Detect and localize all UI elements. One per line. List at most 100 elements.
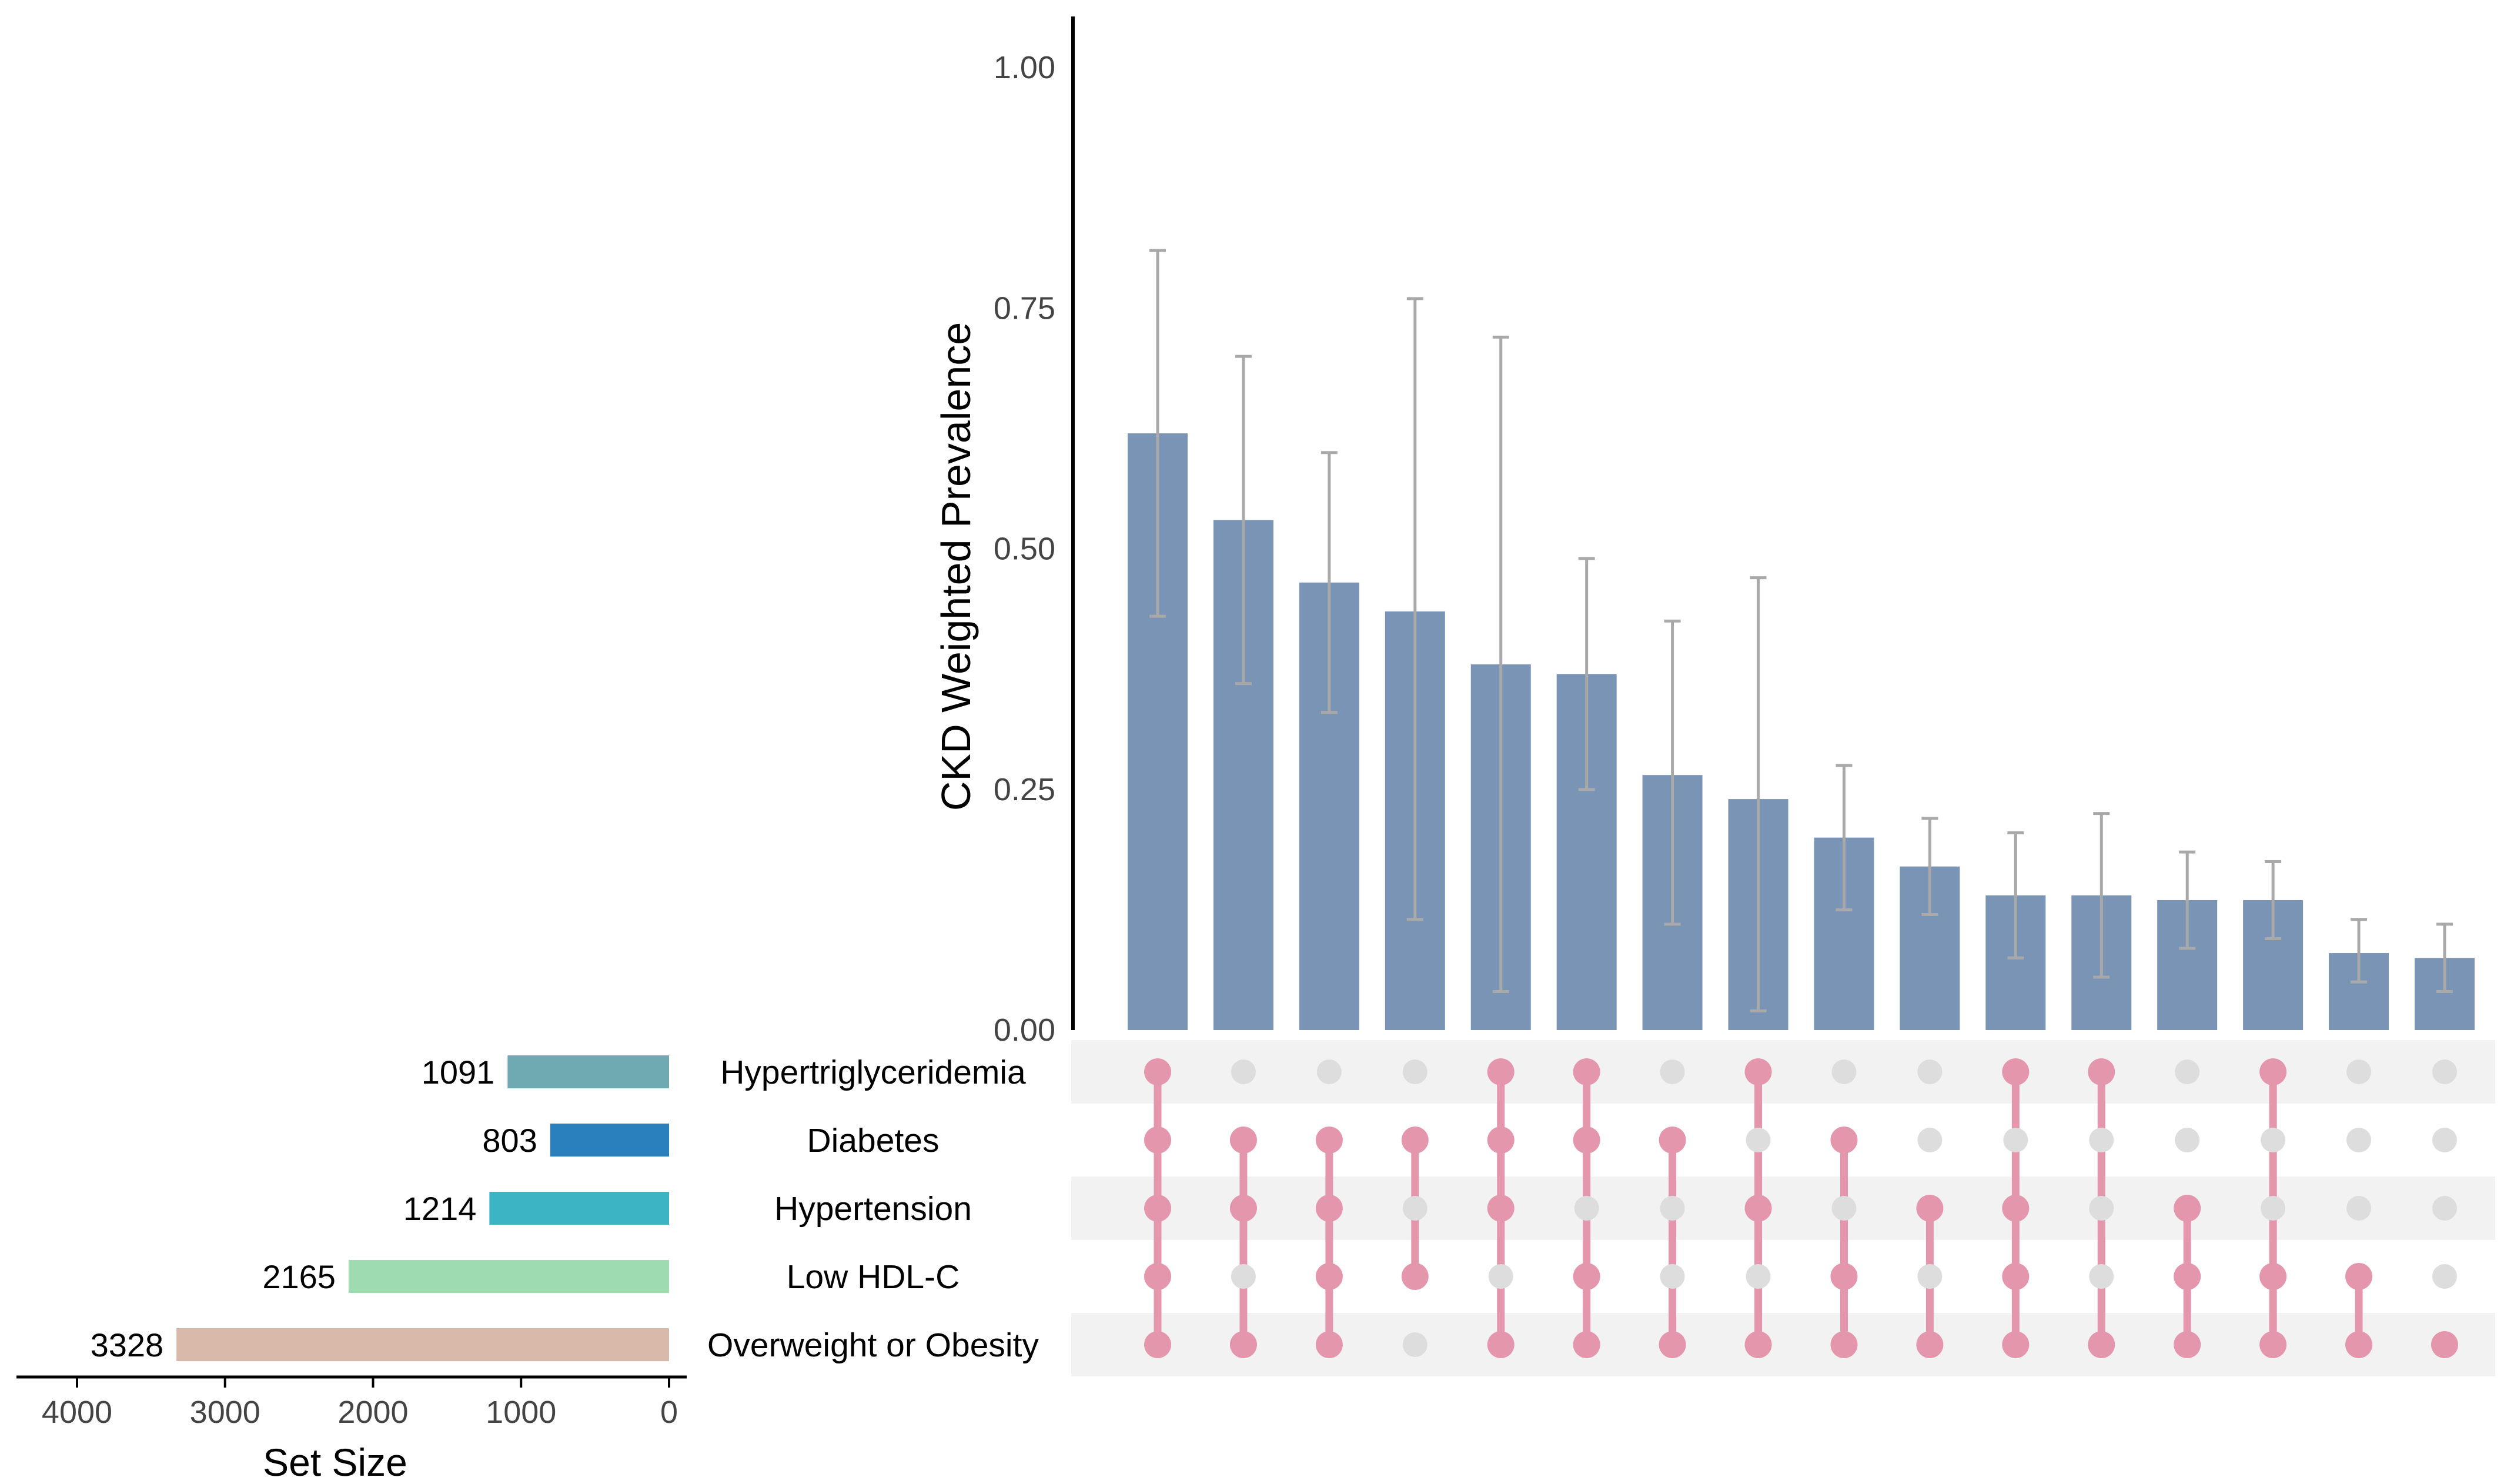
matrix-dot-active (1315, 1127, 1343, 1154)
matrix-dot-active (1659, 1331, 1686, 1358)
matrix-dot-active (2259, 1331, 2287, 1358)
matrix-dot-inactive (1231, 1264, 1256, 1289)
matrix-dot-active (1573, 1263, 1600, 1290)
matrix-dot-active (1487, 1127, 1515, 1154)
matrix-dot-inactive (1917, 1059, 1943, 1084)
set-size-tick-label: 2000 (337, 1395, 408, 1430)
set-size-bar (489, 1192, 669, 1225)
matrix-dot-inactive (1917, 1128, 1943, 1152)
matrix-dot-active (1144, 1195, 1171, 1222)
matrix-dot-active (1315, 1331, 1343, 1358)
matrix-dot-active (1229, 1127, 1257, 1154)
set-size-value: 1091 (422, 1054, 495, 1091)
matrix-dot-inactive (2432, 1264, 2457, 1289)
matrix-dot-inactive (1917, 1264, 1943, 1289)
set-size-value: 2165 (262, 1258, 336, 1295)
matrix-dot-inactive (1660, 1264, 1685, 1289)
matrix-dot-inactive (2261, 1128, 2286, 1152)
matrix-dot-active (1744, 1058, 1772, 1085)
matrix-dot-active (2002, 1263, 2030, 1290)
matrix-dot-inactive (2089, 1196, 2114, 1221)
y-tick-label: 0.25 (994, 772, 1055, 807)
matrix-dot-active (2088, 1331, 2115, 1358)
set-size-value: 1214 (403, 1190, 477, 1227)
matrix-dot-active (1916, 1331, 1944, 1358)
matrix-dot-active (2002, 1331, 2030, 1358)
matrix-dot-active (2002, 1058, 2030, 1085)
matrix-dot-inactive (2089, 1128, 2114, 1152)
set-label: Hypertension (774, 1190, 972, 1228)
set-size-bar (507, 1055, 669, 1088)
set-size-tick-label: 4000 (42, 1395, 112, 1430)
matrix-dot-active (1229, 1331, 1257, 1358)
set-size-tick-label: 1000 (486, 1395, 556, 1430)
matrix-dot-inactive (1574, 1196, 1599, 1221)
set-size-tick-label: 3000 (190, 1395, 260, 1430)
y-axis: 0.00 0.25 0.50 0.75 1.00 CKD Weighted Prevale… (933, 16, 1075, 1048)
set-label: Overweight or Obesity (707, 1326, 1039, 1364)
y-axis-title: CKD Weighted Prevalence (933, 322, 979, 811)
matrix-dot-active (1144, 1058, 1171, 1085)
matrix-dot-inactive (1831, 1196, 1857, 1221)
set-label: Hypertriglyceridemia (720, 1054, 1026, 1091)
matrix-dot-inactive (2346, 1196, 2372, 1221)
y-tick-label: 0.75 (994, 290, 1055, 326)
matrix-dot-active (1830, 1127, 1858, 1154)
matrix-row-stripe (1071, 1313, 2495, 1376)
matrix-row-stripe (1071, 1176, 2495, 1240)
matrix-dot-inactive (2346, 1059, 2372, 1084)
matrix-dot-active (2088, 1058, 2115, 1085)
matrix-dot-active (1487, 1058, 1515, 1085)
matrix-dot-active (1229, 1195, 1257, 1222)
set-size-tick-label: 0 (660, 1395, 678, 1430)
matrix-dot-inactive (1231, 1059, 1256, 1084)
y-tick-label: 1.00 (994, 50, 1055, 85)
matrix-dot-active (1744, 1331, 1772, 1358)
set-size-value: 803 (482, 1122, 537, 1159)
set-size-bar (176, 1328, 669, 1361)
matrix-dot-active (1487, 1331, 1515, 1358)
matrix-dot-active (1401, 1263, 1429, 1290)
matrix-dot-active (1573, 1331, 1600, 1358)
matrix-dot-active (1830, 1263, 1858, 1290)
matrix-dot-active (2345, 1331, 2373, 1358)
y-tick-label: 0.50 (994, 532, 1055, 567)
matrix-dot-active (1744, 1195, 1772, 1222)
matrix-dot-active (1144, 1263, 1171, 1290)
error-bars (1149, 249, 2453, 1012)
matrix-dot-active (2431, 1331, 2458, 1358)
matrix-dot-active (2174, 1195, 2201, 1222)
matrix-dot-inactive (1660, 1196, 1685, 1221)
matrix-row-stripe (1071, 1040, 2495, 1104)
matrix-dot-inactive (1402, 1332, 1427, 1357)
matrix-dot-active (1659, 1127, 1686, 1154)
matrix-dot-inactive (2089, 1264, 2114, 1289)
matrix-dot-active (2002, 1195, 2030, 1222)
intersection-matrix (1144, 1058, 2458, 1358)
matrix-dot-active (1573, 1058, 1600, 1085)
matrix-dot-inactive (1402, 1059, 1427, 1084)
matrix-dot-active (1401, 1127, 1429, 1154)
matrix-dot-active (2174, 1331, 2201, 1358)
matrix-dot-inactive (1316, 1059, 1342, 1084)
set-size-axis-title: Set Size (263, 1440, 407, 1484)
matrix-dot-inactive (2432, 1196, 2457, 1221)
matrix-dot-active (1487, 1195, 1515, 1222)
matrix-dot-inactive (1746, 1264, 1771, 1289)
set-size-value: 3328 (91, 1326, 164, 1363)
matrix-stripes (1071, 1040, 2495, 1376)
matrix-dot-inactive (2175, 1059, 2200, 1084)
matrix-dot-active (1144, 1127, 1171, 1154)
matrix-dot-inactive (1746, 1128, 1771, 1152)
matrix-dot-inactive (2261, 1196, 2286, 1221)
matrix-dot-active (2259, 1263, 2287, 1290)
set-label: Low HDL-C (787, 1258, 960, 1296)
matrix-dot-active (1315, 1263, 1343, 1290)
set-size-axis: 4000 3000 2000 1000 0 Set Size (16, 1375, 687, 1484)
set-size-bar (348, 1260, 669, 1293)
set-label: Diabetes (807, 1122, 940, 1159)
matrix-dot-inactive (2175, 1128, 2200, 1152)
matrix-dot-active (1144, 1331, 1171, 1358)
